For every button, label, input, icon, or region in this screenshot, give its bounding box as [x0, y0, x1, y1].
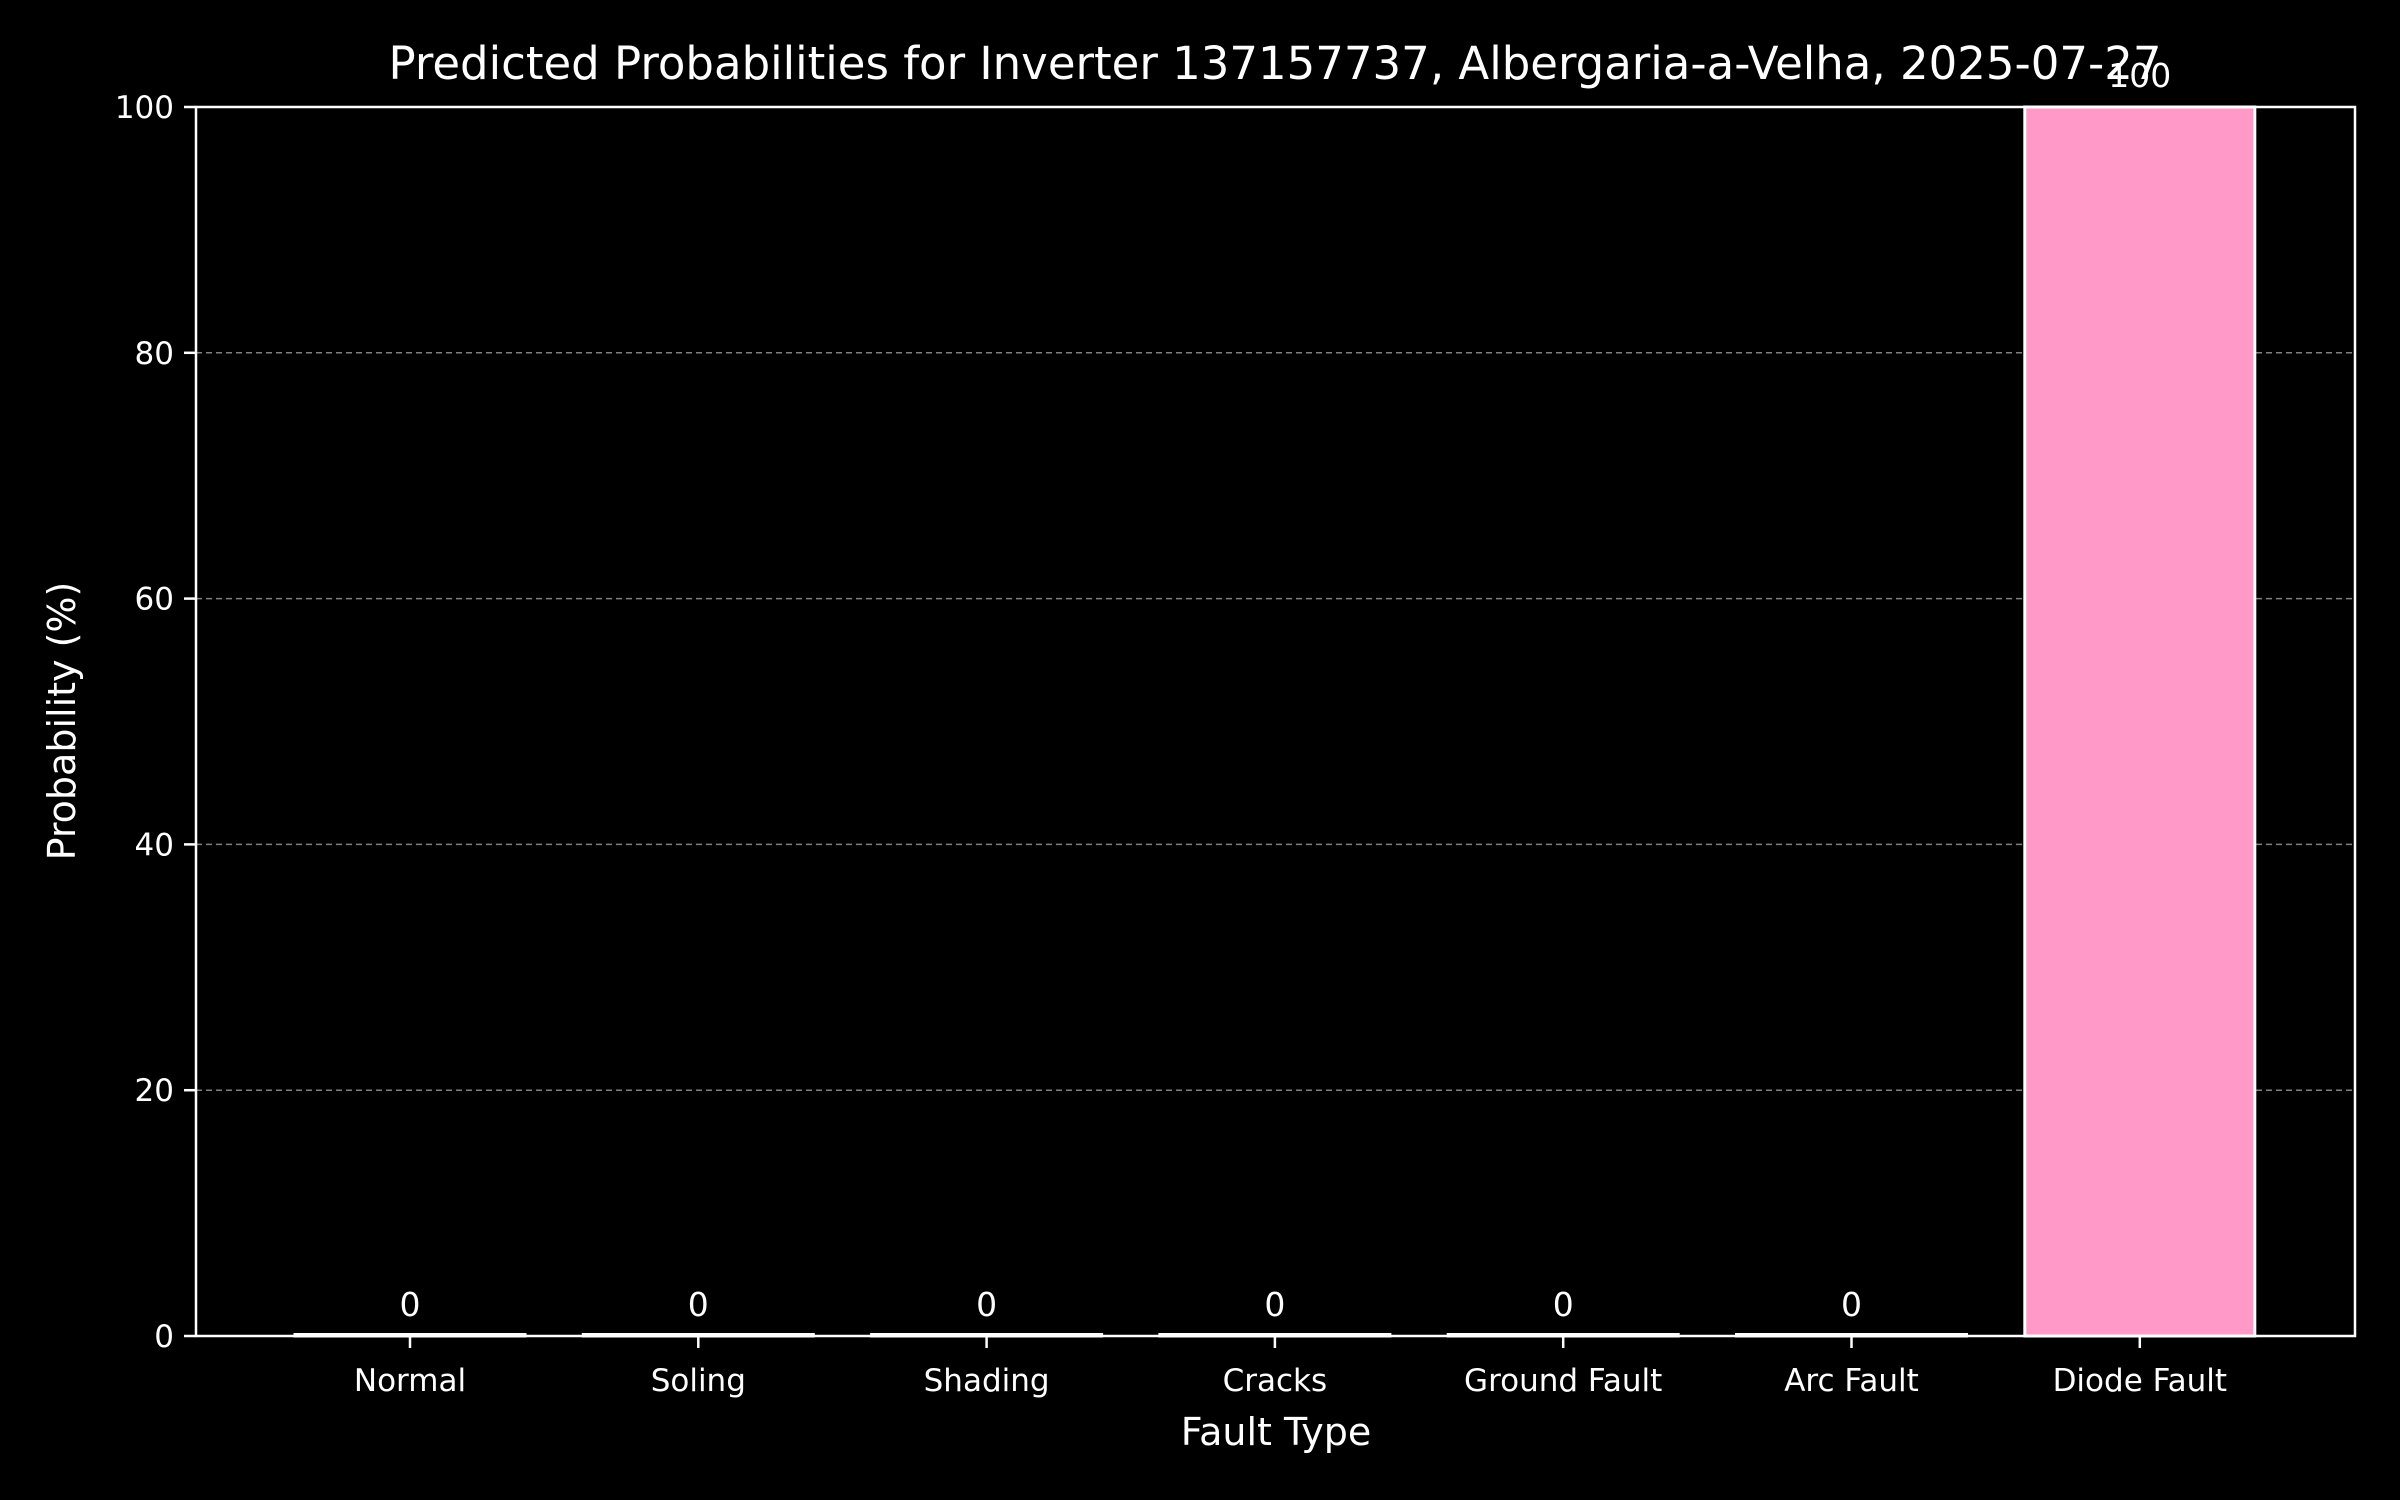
y-tick-label: 60 — [135, 582, 174, 618]
bar-diode-fault — [2023, 105, 2257, 1338]
data-label: 100 — [2108, 56, 2171, 95]
y-tick-label: 40 — [135, 827, 174, 863]
x-axis-ticks: Normal Soling Shading Cracks Ground Fault Arc… — [354, 1336, 2227, 1399]
x-tick-label: Arc Fault — [1784, 1363, 1919, 1399]
data-label: 0 — [688, 1285, 709, 1324]
data-label: 0 — [1264, 1285, 1285, 1324]
data-label: 0 — [400, 1285, 421, 1324]
y-axis-ticks: 0 20 40 60 80 100 — [115, 90, 196, 1355]
chart-title: Predicted Probabilities for Inverter 137… — [388, 37, 2161, 90]
y-tick-label: 0 — [154, 1319, 174, 1355]
y-tick-label: 20 — [135, 1073, 174, 1109]
data-label: 0 — [976, 1285, 997, 1324]
x-tick-label: Ground Fault — [1464, 1363, 1662, 1399]
data-label: 0 — [1553, 1285, 1574, 1324]
bars-layer — [293, 105, 2257, 1338]
x-tick-label: Shading — [924, 1363, 1050, 1399]
x-axis-label: Fault Type — [1181, 1410, 1372, 1454]
data-labels: 0 0 0 0 0 0 100 — [400, 56, 2172, 1324]
x-tick-label: Diode Fault — [2053, 1363, 2227, 1399]
x-tick-label: Cracks — [1223, 1363, 1328, 1399]
x-tick-label: Soling — [651, 1363, 746, 1399]
y-axis-label: Probability (%) — [40, 582, 84, 861]
data-label: 0 — [1841, 1285, 1862, 1324]
x-tick-label: Normal — [354, 1363, 466, 1399]
y-tick-label: 100 — [115, 90, 174, 126]
y-tick-label: 80 — [135, 336, 174, 372]
